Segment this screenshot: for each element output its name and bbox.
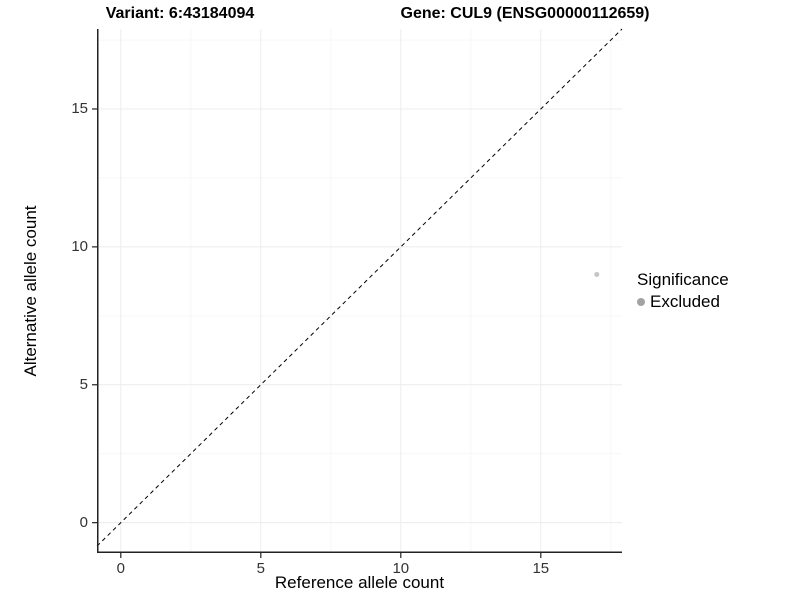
- legend-key-dot-icon: [637, 298, 645, 306]
- variant-title: Variant: 6:43184094: [105, 5, 255, 22]
- x-tick-label: 5: [256, 560, 265, 577]
- legend-entry-excluded: Excluded: [637, 292, 729, 312]
- y-tick-label: 0: [79, 513, 88, 531]
- legend-title: Significance: [637, 270, 729, 289]
- x-tick-label: 0: [116, 560, 125, 577]
- identity-dashed-line: [96, 28, 623, 547]
- x-axis-title: Reference allele count: [274, 573, 445, 592]
- major-gridlines: [97, 29, 622, 553]
- legend-entry-label: Excluded: [650, 292, 720, 311]
- x-tick-label: 15: [532, 560, 550, 577]
- x-tick-label: 10: [392, 560, 410, 577]
- data-points: [594, 271, 600, 277]
- y-tick-label: 15: [71, 99, 88, 117]
- plot-panel: [92, 28, 623, 558]
- minor-gridlines: [97, 29, 622, 553]
- axis-tick-marks: [92, 108, 542, 558]
- y-axis-title: Alternative allele count: [21, 205, 40, 377]
- gene-title: Gene: CUL9 (ENSG00000112659): [400, 5, 650, 22]
- y-tick-label: 5: [79, 375, 88, 393]
- legend: Significance Excluded: [637, 270, 729, 312]
- axis-lines: [97, 29, 622, 553]
- y-tick-label: 10: [71, 237, 88, 255]
